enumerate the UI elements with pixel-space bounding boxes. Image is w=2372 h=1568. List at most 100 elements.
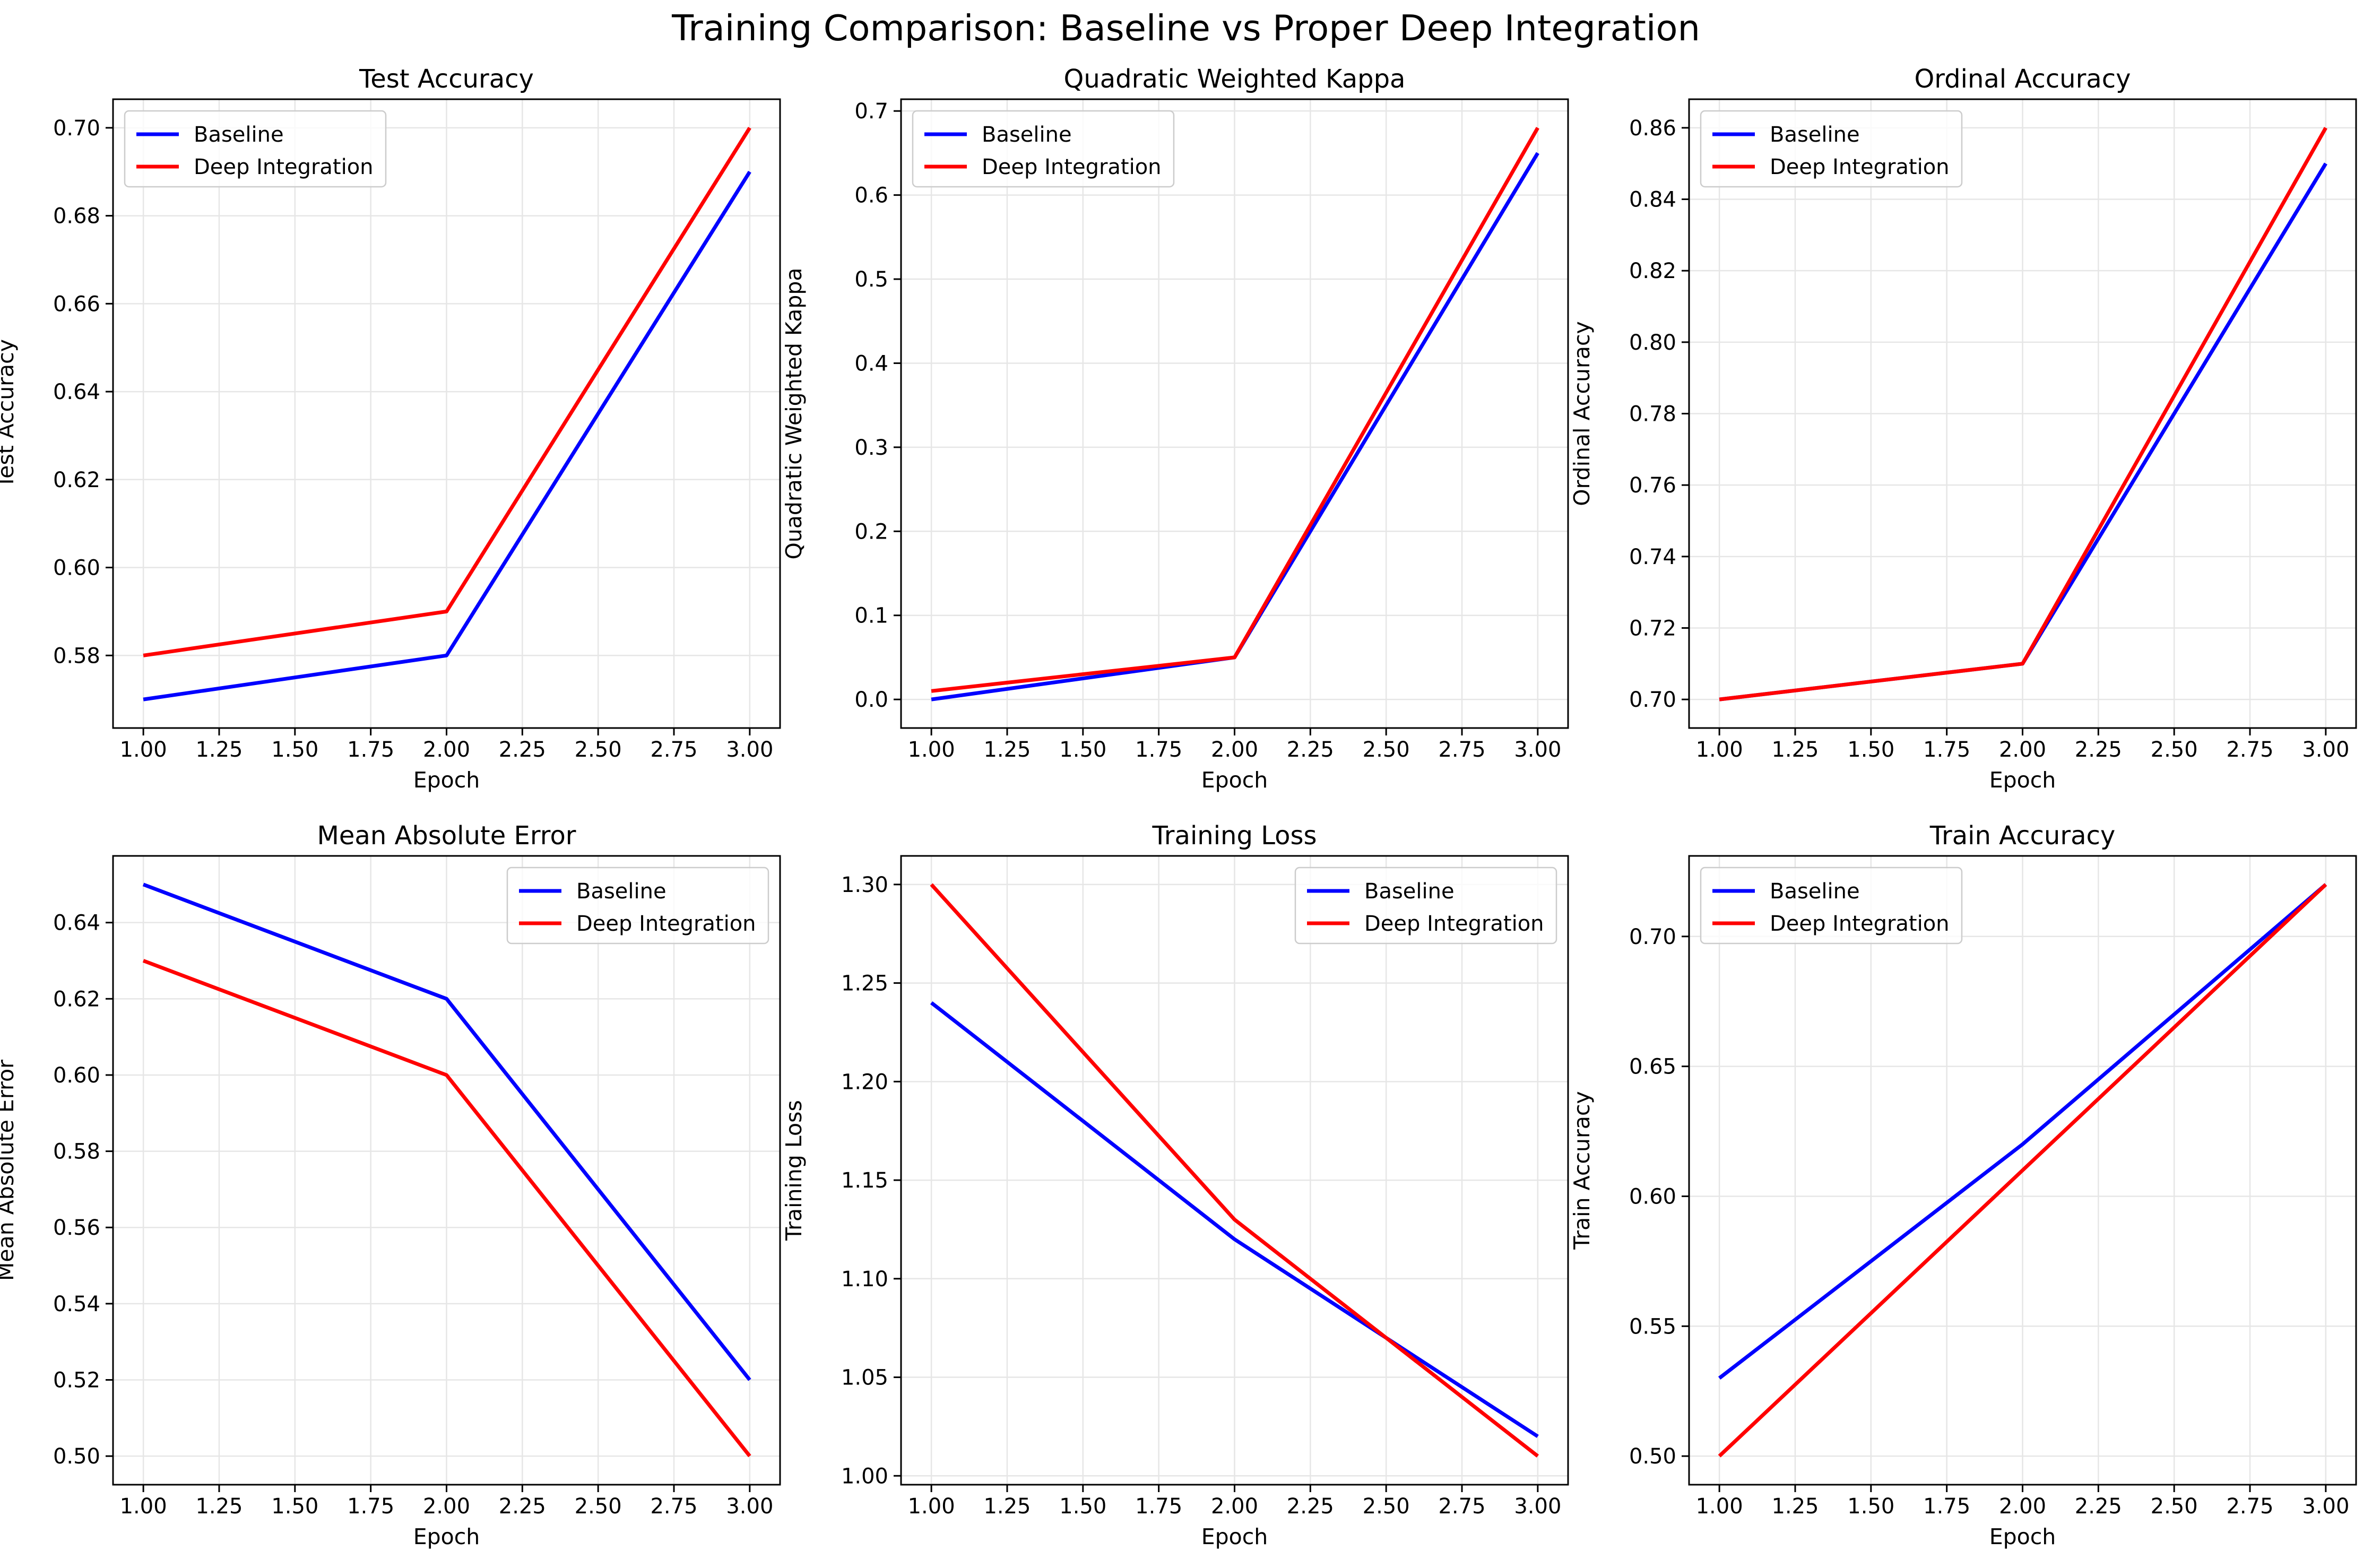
legend: Baseline Deep Integration [1294,867,1557,945]
legend-label: Deep Integration [982,155,1162,179]
legend-label: Deep Integration [1770,912,1950,936]
y-tick-label: 0.76 [1629,473,1676,498]
y-tick-label: 0.64 [53,380,100,404]
y-tick-label: 0.62 [53,987,100,1011]
x-tick-label: 1.25 [983,738,1031,762]
x-tick-label: 2.50 [1363,738,1410,762]
x-tick-label: 1.00 [120,738,167,762]
y-tick-label: 0.72 [1629,616,1676,640]
y-tick-label: 1.15 [841,1168,888,1193]
x-tick-label: 2.75 [2226,1494,2273,1519]
subplot-title: Test Accuracy [359,64,534,94]
x-tick-label: 1.00 [1696,1494,1743,1519]
y-tick-label: 0.50 [53,1444,100,1469]
legend: Baseline Deep Integration [1700,110,1963,188]
y-tick-label: 0.2 [854,519,888,544]
x-tick-label: 2.00 [423,1494,470,1519]
series-line-deep-integration [142,959,751,1458]
x-tick-label: 1.75 [347,738,394,762]
subplot-title: Mean Absolute Error [317,821,576,851]
y-tick-label: 0.62 [53,468,100,492]
subplot-title: Training Loss [1152,821,1317,851]
axes-frame [112,855,781,1486]
axes-frame [1688,855,2357,1486]
subplot-ordinal-accuracy: 1.00 1.25 1.50 1.75 2.00 2.25 2.50 2.75 3.00 0.70… [1569,64,2357,793]
legend: Baseline Deep Integration [912,110,1175,188]
subplot-title: Quadratic Weighted Kappa [1064,64,1406,94]
y-tick-label: 0.86 [1629,116,1676,141]
x-tick-label: 2.25 [2075,1494,2122,1519]
subplot-training-loss: 1.00 1.25 1.50 1.75 2.00 2.25 2.50 2.75 3.00 1.00… [781,821,1569,1549]
legend-box [1700,867,1963,945]
x-axis-label: Epoch [1201,1524,1268,1549]
axes-frame [900,98,1569,729]
x-tick-label: 3.00 [1514,738,1561,762]
y-axis-label: Mean Absolute Error [0,1060,19,1281]
legend: Baseline Deep Integration [1700,867,1963,945]
x-tick-label: 2.25 [2075,738,2122,762]
x-tick-label: 1.00 [908,738,955,762]
y-tick-label: 0.1 [854,604,888,628]
y-tick-label: 0.82 [1629,259,1676,283]
y-tick-label: 0.65 [1629,1055,1676,1079]
x-axis-label: Epoch [413,767,480,793]
y-tick-label: 0.78 [1629,402,1676,427]
y-tick-label: 0.58 [53,1140,100,1164]
y-tick-label: 1.25 [841,972,888,996]
x-tick-label: 1.25 [195,1494,243,1519]
y-tick-label: 0.58 [53,644,100,668]
y-tick-label: 0.50 [1629,1444,1676,1469]
y-tick-label: 0.3 [854,436,888,460]
x-tick-label: 3.00 [2302,1494,2349,1519]
x-axis-label: Epoch [1989,1524,2056,1549]
x-tick-label: 2.00 [1999,1494,2046,1519]
legend: Baseline Deep Integration [124,110,387,188]
axes-frame [112,98,781,729]
legend-box [912,110,1175,188]
y-tick-label: 0.70 [1629,688,1676,712]
x-tick-label: 2.75 [2226,738,2273,762]
legend-label: Deep Integration [194,155,374,179]
figure-suptitle: Training Comparison: Baseline vs Proper … [671,7,1700,49]
series-line-deep-integration [931,127,1539,693]
y-tick-label: 0.64 [53,911,100,935]
x-tick-label: 1.50 [1059,738,1106,762]
y-tick-label: 1.00 [841,1464,888,1488]
x-axis-label: Epoch [1989,767,2056,793]
x-tick-label: 2.50 [575,738,622,762]
y-tick-label: 1.20 [841,1070,888,1094]
y-tick-label: 0.70 [1629,925,1676,949]
legend-box [1700,110,1963,188]
x-tick-label: 1.25 [983,1494,1031,1519]
x-tick-label: 1.50 [1847,1494,1894,1519]
series-line-baseline [1718,883,2327,1380]
x-tick-label: 2.25 [499,738,546,762]
x-tick-label: 1.75 [1923,738,1970,762]
legend-box [1294,867,1557,945]
legend-label: Baseline [1770,879,1860,904]
series-line-baseline [930,1001,1539,1438]
y-tick-label: 0.74 [1629,545,1676,569]
y-axis-label: Test Accuracy [0,339,19,489]
x-tick-label: 1.50 [271,1494,318,1519]
y-tick-label: 0.66 [53,292,100,316]
series-line-baseline [142,882,751,1381]
y-axis-label: Training Loss [781,1100,807,1241]
x-tick-label: 2.25 [499,1494,546,1519]
y-axis-label: Ordinal Accuracy [1569,321,1595,506]
subplot-test-accuracy: 1.00 1.25 1.50 1.75 2.00 2.25 2.50 2.75 3.00 0.58… [0,64,781,793]
x-tick-label: 2.00 [423,738,470,762]
subplot-mean-absolute-error: 1.00 1.25 1.50 1.75 2.00 2.25 2.50 2.75 3.00 0.50… [0,821,781,1549]
series-line-deep-integration [930,883,1539,1458]
x-tick-label: 2.25 [1287,738,1334,762]
subplot-title: Train Accuracy [1929,821,2116,851]
x-tick-label: 3.00 [2302,738,2349,762]
legend-label: Baseline [1770,123,1860,147]
legend-box [124,110,387,188]
y-tick-label: 0.60 [53,556,100,581]
x-tick-label: 2.00 [1211,738,1258,762]
x-tick-label: 1.25 [1771,738,1819,762]
x-tick-label: 1.25 [195,738,243,762]
x-tick-label: 2.75 [650,738,697,762]
x-tick-label: 1.75 [1135,1494,1182,1519]
